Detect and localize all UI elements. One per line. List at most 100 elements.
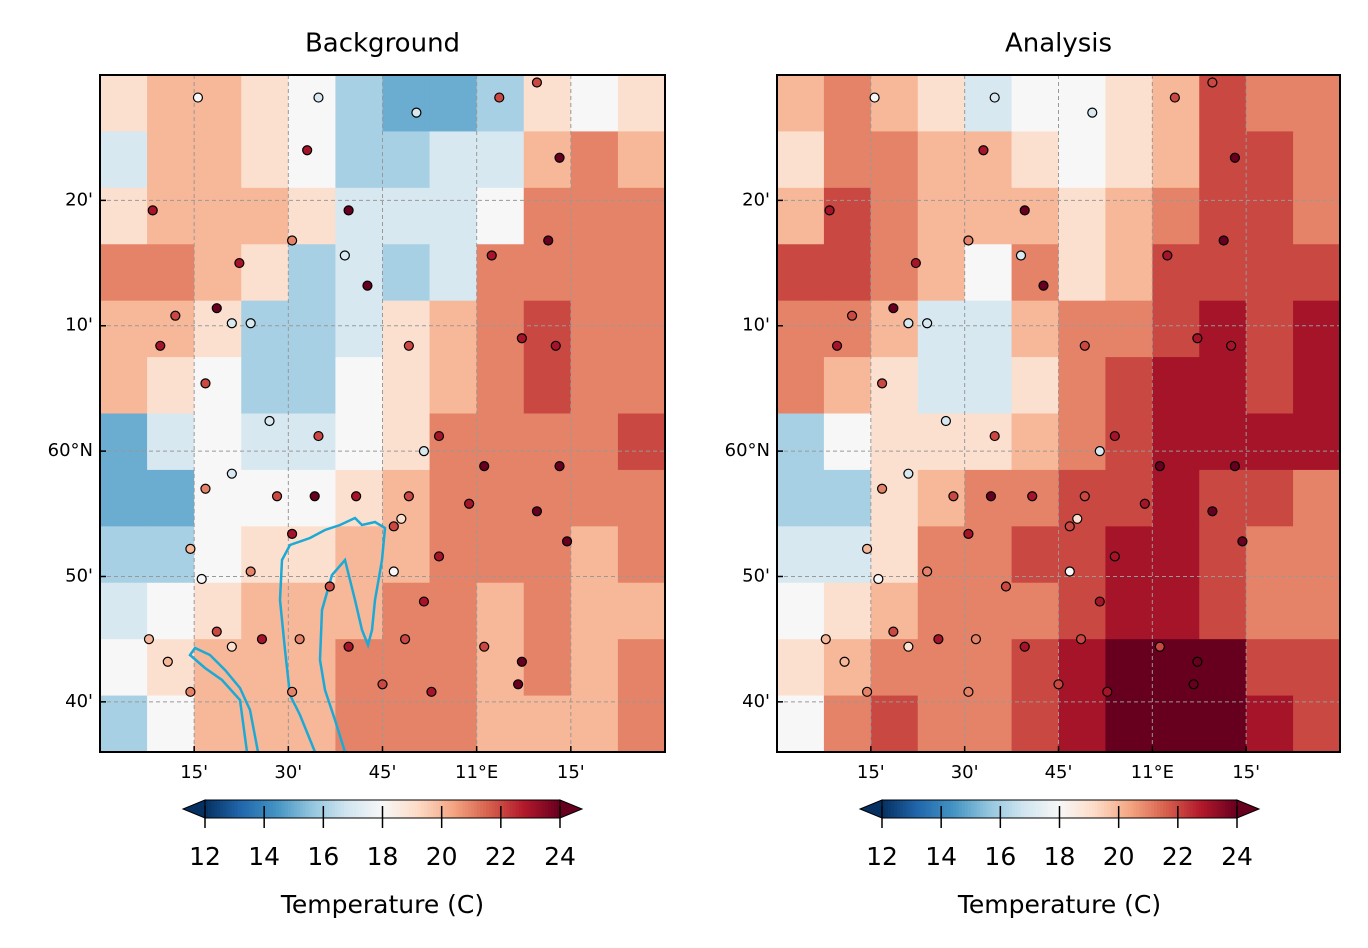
field-cell — [288, 75, 336, 132]
station — [824, 205, 835, 216]
station — [1162, 250, 1173, 261]
colorbar-swatch — [483, 800, 487, 818]
field-cell — [1246, 244, 1294, 302]
colorbar-swatch — [955, 800, 960, 818]
station — [1102, 686, 1113, 697]
colorbar-swatch — [364, 800, 369, 818]
y-tick-label: 40' — [65, 691, 93, 712]
field-cell — [429, 131, 478, 189]
field-cell — [147, 695, 195, 752]
colorbar-swatch — [338, 800, 342, 818]
field-cell — [476, 469, 525, 527]
colorbar-swatch — [548, 800, 552, 818]
y-tick-label: 60°N — [725, 440, 770, 461]
colorbar-swatch — [991, 800, 995, 818]
station — [403, 340, 414, 351]
field-cell — [823, 131, 872, 189]
colorbar-swatch — [1204, 800, 1208, 818]
field-cell — [1105, 187, 1153, 245]
colorbar-swatch — [1026, 800, 1031, 818]
field-cell — [147, 357, 195, 414]
station — [200, 483, 211, 494]
field-cell — [194, 413, 242, 471]
station — [313, 92, 324, 103]
field-cell — [917, 582, 966, 640]
colorbar-swatch — [1157, 800, 1161, 818]
field-cell — [823, 244, 872, 302]
station — [888, 626, 899, 637]
field-cell — [429, 639, 478, 697]
field-cell — [100, 469, 148, 527]
colorbar-extend-high — [559, 799, 584, 819]
field-cell — [1152, 469, 1200, 527]
field-cell — [1199, 582, 1247, 640]
station — [1229, 461, 1241, 472]
field-cell — [1152, 413, 1200, 471]
field-cell — [870, 695, 919, 752]
colorbar-swatch — [435, 800, 440, 818]
colorbar-swatch — [450, 800, 454, 818]
colorbar-swatch — [1216, 800, 1220, 818]
colorbar-swatch — [1074, 800, 1078, 818]
field-cell — [870, 187, 919, 245]
colorbar-swatch — [480, 800, 484, 818]
field-cell — [1293, 695, 1340, 752]
colorbar-swatch — [367, 800, 372, 818]
field-cell — [1105, 695, 1153, 752]
colorbar-swatch — [932, 800, 936, 818]
colorbar-swatch — [1210, 800, 1214, 818]
field-cell — [523, 582, 572, 640]
field-cell — [288, 244, 336, 302]
field-cell — [1246, 75, 1294, 132]
colorbar-swatch — [409, 800, 413, 818]
colorbar-swatch — [361, 800, 366, 818]
field-cell — [429, 695, 478, 752]
colorbar-swatch — [967, 800, 972, 818]
colorbar-swatch — [293, 800, 298, 818]
field-cell — [241, 75, 289, 132]
field-cell — [964, 244, 1013, 302]
colorbar-swatch — [216, 800, 221, 818]
colorbar-swatch — [1109, 800, 1114, 818]
station — [309, 491, 320, 502]
colorbar-swatch — [394, 800, 398, 818]
field-cell — [617, 244, 665, 302]
colorbar-swatch — [1115, 800, 1120, 818]
station — [1192, 333, 1203, 344]
colorbar-swatch — [447, 800, 452, 818]
field-cell — [288, 131, 336, 189]
field-cell — [570, 695, 619, 752]
colorbar-tick-label: 12 — [866, 842, 898, 871]
colorbar-swatch — [1059, 800, 1063, 818]
field-cell — [570, 582, 619, 640]
colorbar-swatch — [234, 800, 239, 818]
station — [403, 491, 414, 502]
colorbar-swatch — [347, 800, 351, 818]
field-cell — [777, 413, 825, 471]
station — [192, 92, 204, 103]
colorbar-swatch — [264, 800, 268, 818]
colorbar-swatch — [296, 800, 301, 818]
field-cell — [100, 300, 148, 358]
field-cell — [241, 244, 289, 302]
field-cell — [964, 413, 1013, 471]
colorbar-swatch — [255, 800, 259, 818]
station — [933, 634, 944, 645]
field-cell — [523, 695, 572, 752]
colorbar-tick-label: 14 — [248, 842, 280, 871]
colorbar-swatch — [950, 800, 954, 818]
field-cell — [382, 244, 431, 302]
field-cell — [476, 695, 525, 752]
field-cell — [288, 187, 336, 245]
colorbar-swatch — [1186, 800, 1191, 818]
station — [464, 498, 475, 509]
field-cell — [1246, 582, 1294, 640]
station — [1207, 77, 1218, 88]
colorbar-swatch — [370, 800, 375, 818]
field-cell — [335, 413, 383, 471]
colorbar-swatch — [412, 800, 416, 818]
field-cell — [917, 131, 966, 189]
field-cell — [1152, 75, 1200, 132]
station — [294, 634, 305, 645]
colorbar-swatch — [432, 800, 437, 818]
